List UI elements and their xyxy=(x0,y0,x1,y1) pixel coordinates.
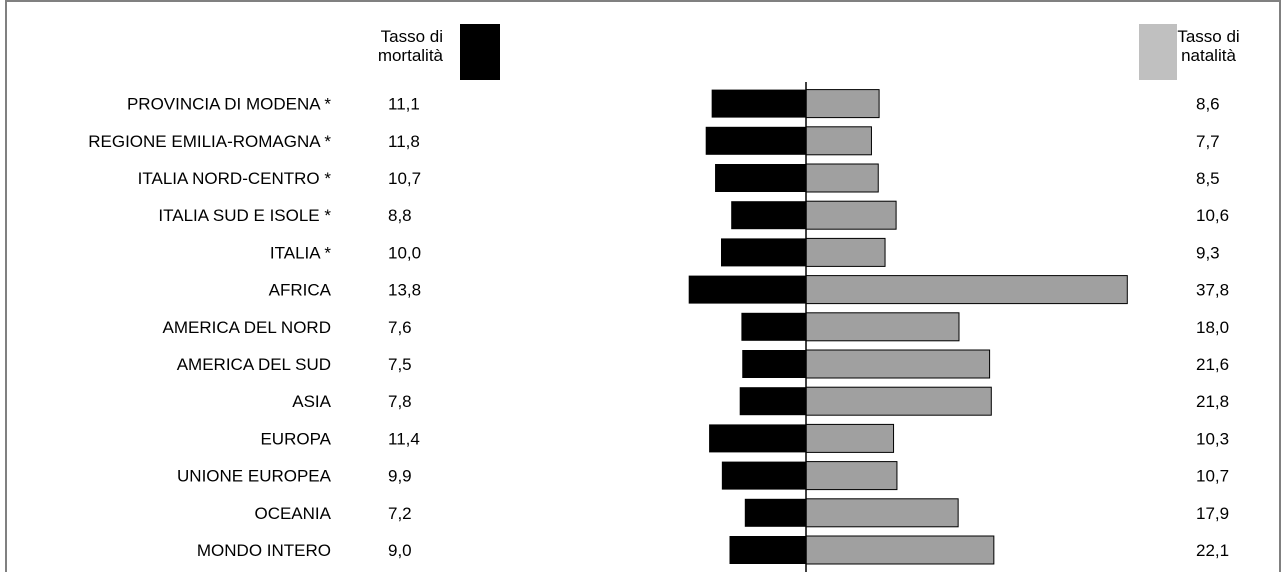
natality-value-label: 37,8 xyxy=(1196,281,1229,300)
natality-header-line1: Tasso di xyxy=(1177,27,1240,46)
mortality-value-label: 11,1 xyxy=(388,95,420,114)
category-label: ITALIA NORD-CENTRO * xyxy=(138,169,332,188)
mortality-bar xyxy=(742,350,806,378)
natality-bar xyxy=(805,200,897,230)
natality-value-label: 21,6 xyxy=(1196,355,1229,374)
mortality-bar xyxy=(741,312,806,341)
natality-value-label: 7,7 xyxy=(1196,132,1220,151)
mortality-value-label: 10,7 xyxy=(388,169,421,188)
natality-value-label: 10,7 xyxy=(1196,467,1229,486)
mortality-bar xyxy=(731,201,806,230)
mortality-bar xyxy=(721,238,806,267)
mortality-value-label: 9,9 xyxy=(388,467,412,486)
category-label: ASIA xyxy=(292,392,331,411)
natality-bar xyxy=(805,386,992,416)
natality-bar xyxy=(805,126,872,156)
natality-bar xyxy=(805,423,895,453)
mortality-value-label: 7,2 xyxy=(388,504,412,523)
mortality-header-line1: Tasso di xyxy=(380,27,443,46)
mortality-value-label: 8,8 xyxy=(388,206,412,225)
natality-bar xyxy=(805,461,898,491)
mortality-bar xyxy=(711,89,806,118)
natality-bar xyxy=(805,349,991,379)
mortality-value-label: 10,0 xyxy=(388,243,421,262)
natality-bar xyxy=(805,237,886,267)
natality-value-label: 9,3 xyxy=(1196,243,1220,262)
mortality-header-line2: mortalità xyxy=(377,46,443,65)
category-label: AMERICA DEL NORD xyxy=(163,318,331,337)
natality-bar xyxy=(805,163,879,193)
natality-value-label: 8,6 xyxy=(1196,95,1220,114)
mortality-bar xyxy=(721,461,806,490)
mortality-value-label: 7,5 xyxy=(388,355,412,374)
natality-bar xyxy=(805,275,1128,305)
natality-value-label: 17,9 xyxy=(1196,504,1229,523)
mortality-bar xyxy=(744,498,806,527)
natality-bar xyxy=(805,535,995,565)
mortality-value-label: 13,8 xyxy=(388,281,421,300)
natality-header: Tasso di natalità xyxy=(1140,27,1277,65)
category-label: REGIONE EMILIA-ROMAGNA * xyxy=(88,132,331,151)
natality-value-label: 10,6 xyxy=(1196,206,1229,225)
natality-value-label: 8,5 xyxy=(1196,169,1220,188)
mortality-legend-swatch xyxy=(460,24,500,80)
natality-value-label: 21,8 xyxy=(1196,392,1229,411)
natality-value-label: 10,3 xyxy=(1196,429,1229,448)
mortality-header: Tasso di mortalità xyxy=(340,27,443,65)
mortality-value-label: 9,0 xyxy=(388,541,412,560)
mortality-bar xyxy=(739,387,806,416)
mortality-value-label: 7,6 xyxy=(388,318,412,337)
natality-value-label: 18,0 xyxy=(1196,318,1229,337)
chart-frame xyxy=(5,0,1281,572)
mortality-bar xyxy=(709,424,806,453)
category-label: UNIONE EUROPEA xyxy=(177,467,332,486)
natality-bar xyxy=(805,89,880,119)
category-label: OCEANIA xyxy=(254,504,331,523)
mortality-value-label: 7,8 xyxy=(388,392,412,411)
category-label: MONDO INTERO xyxy=(197,541,331,560)
mortality-value-label: 11,4 xyxy=(388,429,420,448)
mortality-bar xyxy=(715,164,806,192)
natality-legend-swatch xyxy=(1139,24,1177,80)
natality-header-line2: natalità xyxy=(1181,46,1236,65)
mortality-value-label: 11,8 xyxy=(388,132,420,151)
mortality-bar xyxy=(688,275,806,304)
natality-bar xyxy=(805,312,960,342)
category-label: AFRICA xyxy=(269,281,332,300)
natality-value-label: 22,1 xyxy=(1196,541,1229,560)
natality-bar xyxy=(805,498,959,528)
category-label: EUROPA xyxy=(260,429,331,448)
category-label: ITALIA SUD E ISOLE * xyxy=(158,206,331,225)
category-label: PROVINCIA DI MODENA * xyxy=(127,95,331,114)
mortality-bar xyxy=(705,126,806,155)
category-label: AMERICA DEL SUD xyxy=(177,355,331,374)
mortality-bar xyxy=(729,536,806,564)
category-label: ITALIA * xyxy=(270,243,331,262)
